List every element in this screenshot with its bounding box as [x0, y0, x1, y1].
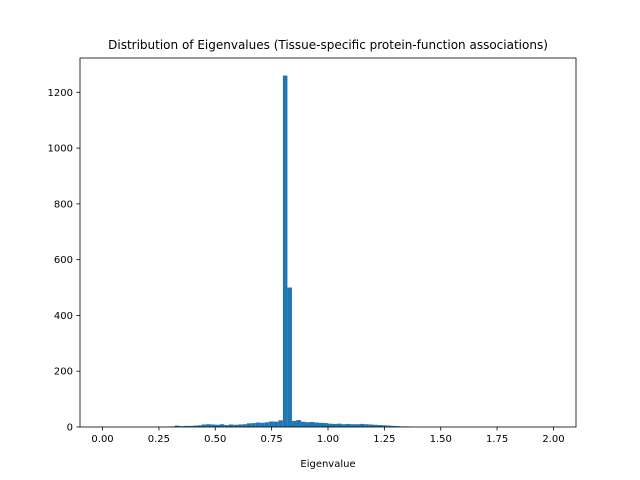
- histogram-bar: [197, 425, 202, 427]
- histogram-bar: [251, 423, 256, 427]
- histogram-bar: [391, 425, 396, 427]
- histogram-bar: [269, 421, 274, 427]
- histogram-bar: [305, 422, 310, 427]
- histogram-bar: [323, 423, 328, 427]
- histogram-bar: [224, 425, 229, 427]
- x-tick-label: 1.00: [317, 434, 339, 445]
- histogram-bar: [359, 423, 365, 427]
- x-tick-label: 0.50: [204, 434, 226, 445]
- histogram-bar: [219, 424, 225, 427]
- y-tick-label: 200: [54, 367, 73, 378]
- x-tick-label: 1.50: [430, 434, 452, 445]
- histogram-bar: [296, 420, 301, 427]
- x-tick-label: 0.25: [148, 434, 170, 445]
- histogram-bar: [318, 422, 324, 427]
- x-tick-label: 1.75: [486, 434, 508, 445]
- histogram-bar: [373, 424, 378, 427]
- histogram-bar: [255, 422, 261, 427]
- histogram-bar: [201, 424, 207, 427]
- histogram-bar: [215, 424, 220, 427]
- histogram-bar: [355, 424, 360, 427]
- histogram-bar: [337, 423, 342, 427]
- histogram-bar: [350, 424, 356, 427]
- y-tick-label: 400: [54, 311, 73, 322]
- histogram-bar: [174, 425, 180, 427]
- y-tick-label: 600: [54, 255, 73, 266]
- histogram-bar: [179, 426, 184, 427]
- histogram-bar: [382, 425, 387, 427]
- histogram-bar: [291, 420, 297, 427]
- x-tick-label: 2.00: [542, 434, 564, 445]
- histogram-bar: [206, 424, 211, 427]
- histogram-bar: [346, 423, 351, 427]
- y-axis-ticks: 0 200 400 600 800 1000 1200: [48, 88, 80, 434]
- histogram-bars: [165, 75, 414, 427]
- histogram-bar: [300, 421, 306, 427]
- histogram-bar: [395, 426, 401, 427]
- histogram-bar: [287, 287, 292, 427]
- x-tick-label: 1.25: [373, 434, 395, 445]
- x-axis-label: Eigenvalue: [300, 459, 355, 470]
- chart-title: Distribution of Eigenvalues (Tissue-spec…: [108, 38, 548, 52]
- histogram-bar: [264, 422, 270, 427]
- histogram-bar: [278, 420, 283, 427]
- histogram-bar: [341, 424, 347, 427]
- histogram-bar: [377, 425, 383, 427]
- y-tick-label: 800: [54, 199, 73, 210]
- histogram-bar: [210, 424, 216, 427]
- histogram-bar: [364, 424, 369, 427]
- x-axis-ticks: 0.00 0.25 0.50 0.75 1.00 1.25 1.50 1.75 2.00: [91, 427, 565, 445]
- x-tick-label: 0.75: [261, 434, 283, 445]
- histogram-bar: [246, 423, 252, 427]
- histogram-bar: [228, 424, 234, 427]
- y-tick-label: 1200: [48, 88, 73, 99]
- y-tick-label: 1000: [48, 144, 73, 155]
- histogram-bar: [314, 422, 319, 427]
- histogram-bar: [273, 421, 279, 427]
- histogram-bar: [328, 423, 333, 427]
- histogram-bar: [282, 75, 288, 427]
- x-tick-label: 0.00: [91, 434, 113, 445]
- histogram-bar: [309, 421, 315, 427]
- histogram-bar: [192, 425, 198, 427]
- histogram-bar: [237, 424, 243, 427]
- histogram-bar: [332, 423, 338, 427]
- histogram-bar: [233, 424, 238, 427]
- histogram-bar: [183, 425, 189, 427]
- histogram-bar: [368, 424, 374, 427]
- histogram-bar: [188, 425, 193, 427]
- histogram-bar: [386, 425, 392, 427]
- histogram-bar: [242, 424, 247, 427]
- histogram-bar: [260, 422, 265, 427]
- plot-frame: [79, 57, 577, 428]
- y-tick-label: 0: [67, 423, 73, 434]
